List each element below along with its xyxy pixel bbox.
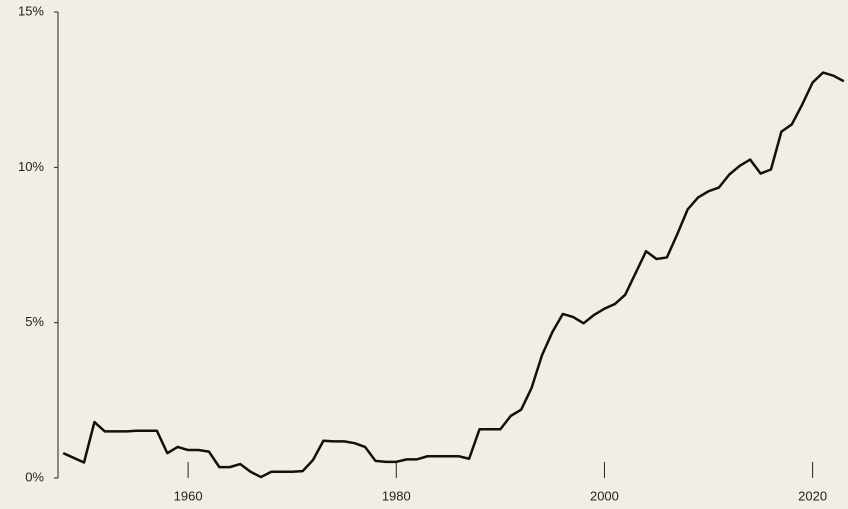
y-tick-label: 0% [25, 469, 44, 484]
x-tick-label: 2000 [590, 488, 619, 503]
y-tick-label: 15% [18, 3, 44, 18]
x-tick-label: 1960 [174, 488, 203, 503]
y-tick-label: 5% [25, 314, 44, 329]
data-line [62, 71, 845, 479]
x-tick-label: 1980 [382, 488, 411, 503]
y-tick-label: 10% [18, 159, 44, 174]
x-tick-label: 2020 [798, 488, 827, 503]
